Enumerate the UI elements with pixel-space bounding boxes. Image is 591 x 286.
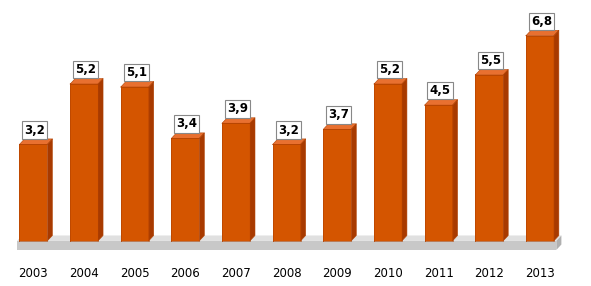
Text: 5,5: 5,5 xyxy=(480,54,501,67)
Polygon shape xyxy=(17,235,561,241)
Polygon shape xyxy=(98,79,103,241)
Polygon shape xyxy=(323,129,351,241)
Polygon shape xyxy=(554,30,559,241)
Polygon shape xyxy=(351,124,356,241)
Polygon shape xyxy=(475,75,503,241)
Text: 3,2: 3,2 xyxy=(278,124,298,136)
Polygon shape xyxy=(121,82,154,87)
Polygon shape xyxy=(453,100,457,241)
Polygon shape xyxy=(20,139,53,144)
Polygon shape xyxy=(222,123,250,241)
Polygon shape xyxy=(17,241,556,250)
Polygon shape xyxy=(425,105,453,241)
Text: 4,5: 4,5 xyxy=(430,84,451,97)
Polygon shape xyxy=(402,79,407,241)
Polygon shape xyxy=(374,79,407,84)
Polygon shape xyxy=(272,144,301,241)
Polygon shape xyxy=(475,69,508,75)
Polygon shape xyxy=(425,100,457,105)
Polygon shape xyxy=(503,69,508,241)
Polygon shape xyxy=(121,87,148,241)
Polygon shape xyxy=(70,84,98,241)
Text: 3,9: 3,9 xyxy=(227,102,248,115)
Polygon shape xyxy=(199,133,204,241)
Polygon shape xyxy=(250,118,255,241)
Text: 3,4: 3,4 xyxy=(176,118,197,130)
Polygon shape xyxy=(148,82,154,241)
Polygon shape xyxy=(272,139,306,144)
Text: 3,2: 3,2 xyxy=(24,124,46,136)
Polygon shape xyxy=(171,133,204,138)
Text: 6,8: 6,8 xyxy=(531,15,552,28)
Polygon shape xyxy=(556,235,561,250)
Polygon shape xyxy=(374,84,402,241)
Polygon shape xyxy=(222,118,255,123)
Polygon shape xyxy=(47,139,53,241)
Polygon shape xyxy=(20,144,47,241)
Polygon shape xyxy=(301,139,306,241)
Polygon shape xyxy=(70,79,103,84)
Polygon shape xyxy=(526,30,559,36)
Text: 5,2: 5,2 xyxy=(75,63,96,76)
Polygon shape xyxy=(323,124,356,129)
Text: 5,2: 5,2 xyxy=(379,63,400,76)
Polygon shape xyxy=(171,138,199,241)
Text: 3,7: 3,7 xyxy=(329,108,349,122)
Text: 5,1: 5,1 xyxy=(126,66,147,79)
Polygon shape xyxy=(526,36,554,241)
